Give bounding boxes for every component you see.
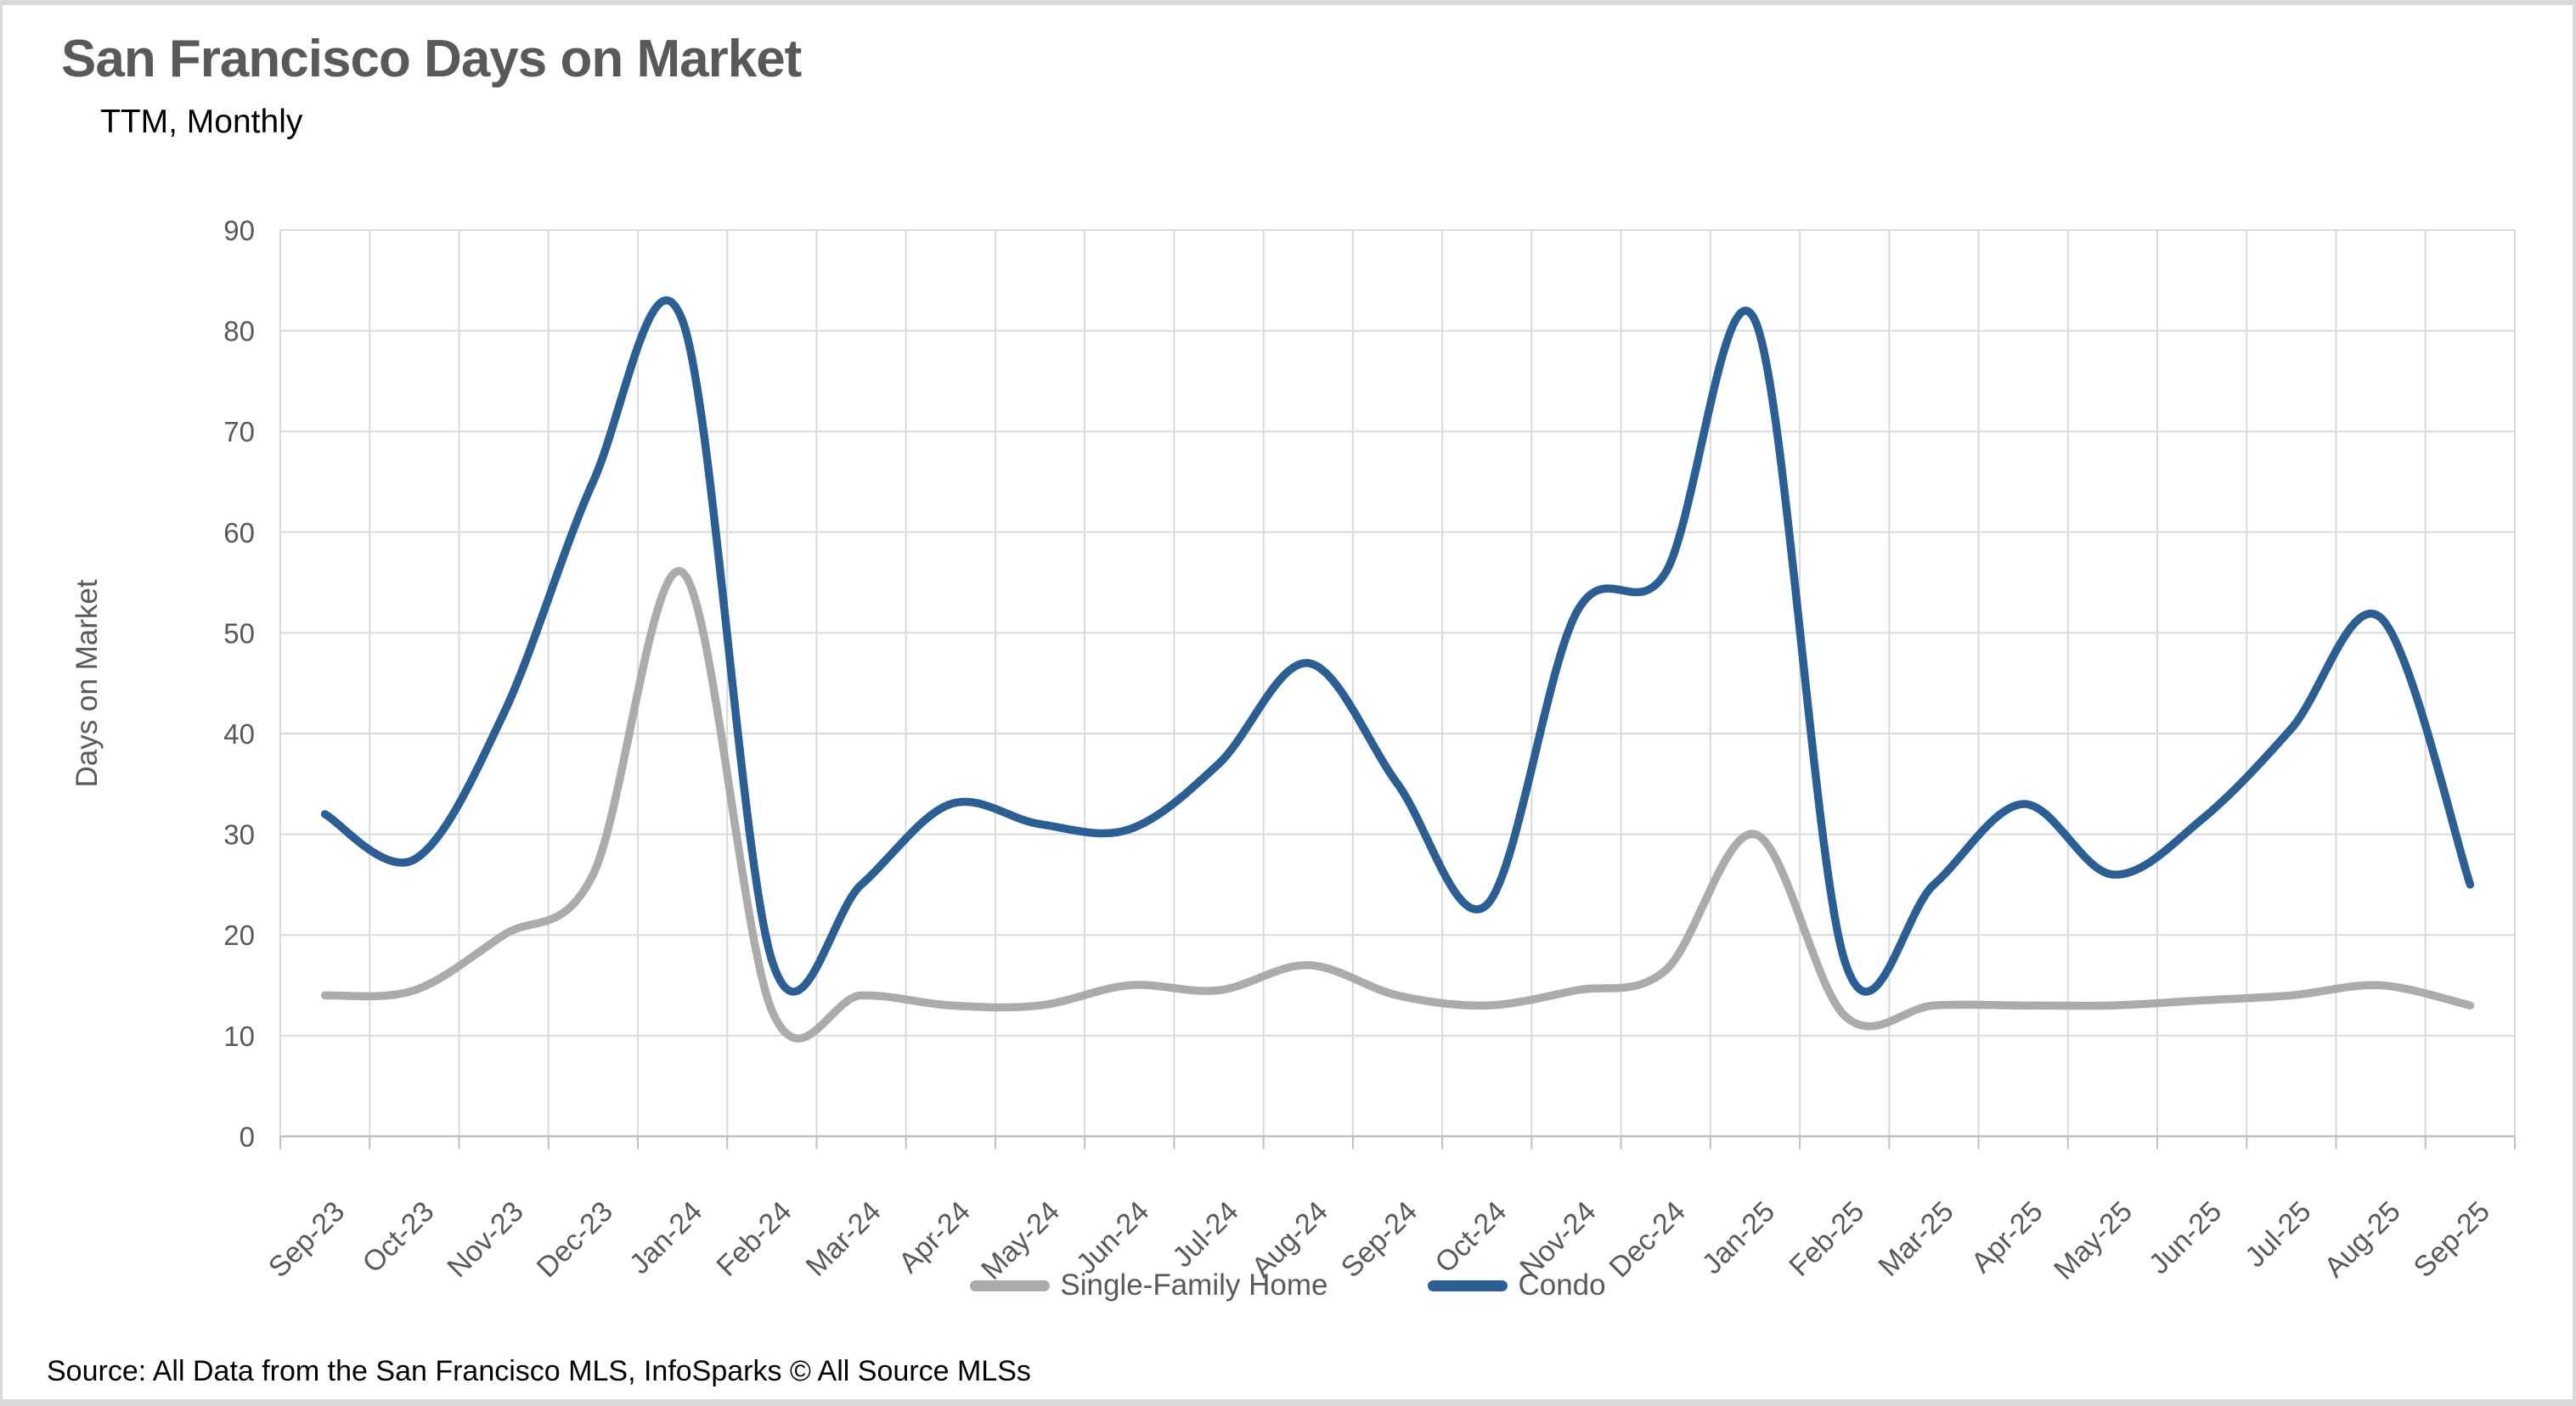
legend-label-condo: Condo [1518,1268,1606,1302]
window-edge-top [0,0,2576,5]
x-tick-label: Oct-23 [356,1195,440,1279]
single-family-home-line [320,566,2475,1043]
y-tick-label: 60 [223,517,255,548]
condo-line [320,296,2475,996]
condo-line-swatch [1428,1279,1508,1291]
y-tick-label: 90 [223,215,255,246]
chart-title: San Francisco Days on Market [61,30,802,88]
y-tick-label: 20 [223,920,255,951]
legend-item-condo: Condo [1428,1268,1606,1302]
single-family-line-swatch [970,1279,1051,1291]
window-edge-left [0,0,3,1406]
x-tick-label: Jul-24 [1166,1195,1244,1274]
y-tick-label: 30 [223,819,255,851]
legend: Single-Family Home Condo [0,1268,2576,1302]
y-tick-label: 50 [223,617,255,649]
x-axis [279,1135,2516,1150]
y-tick-label: 70 [223,416,255,447]
y-tick-labels: 0 10 20 30 40 50 60 70 80 90 [223,215,255,1152]
x-tick-label: Apr-24 [893,1195,977,1279]
x-tick-label: Jul-25 [2239,1195,2317,1274]
source-note: Source: All Data from the San Francisco … [47,1355,1031,1387]
y-tick-label: 0 [240,1121,255,1152]
window-edge-right [2573,0,2576,1406]
y-tick-label: 10 [223,1021,255,1052]
legend-item-single-family-home: Single-Family Home [970,1268,1327,1302]
legend-label-single-family-home: Single-Family Home [1060,1268,1328,1302]
window-edge-bottom [0,1399,2576,1406]
y-tick-label: 40 [223,718,255,750]
x-tick-label: Oct-24 [1429,1195,1513,1279]
y-tick-label: 80 [223,316,255,347]
x-tick-label: Apr-25 [1965,1195,2049,1279]
chart-subtitle: TTM, Monthly [100,104,303,140]
